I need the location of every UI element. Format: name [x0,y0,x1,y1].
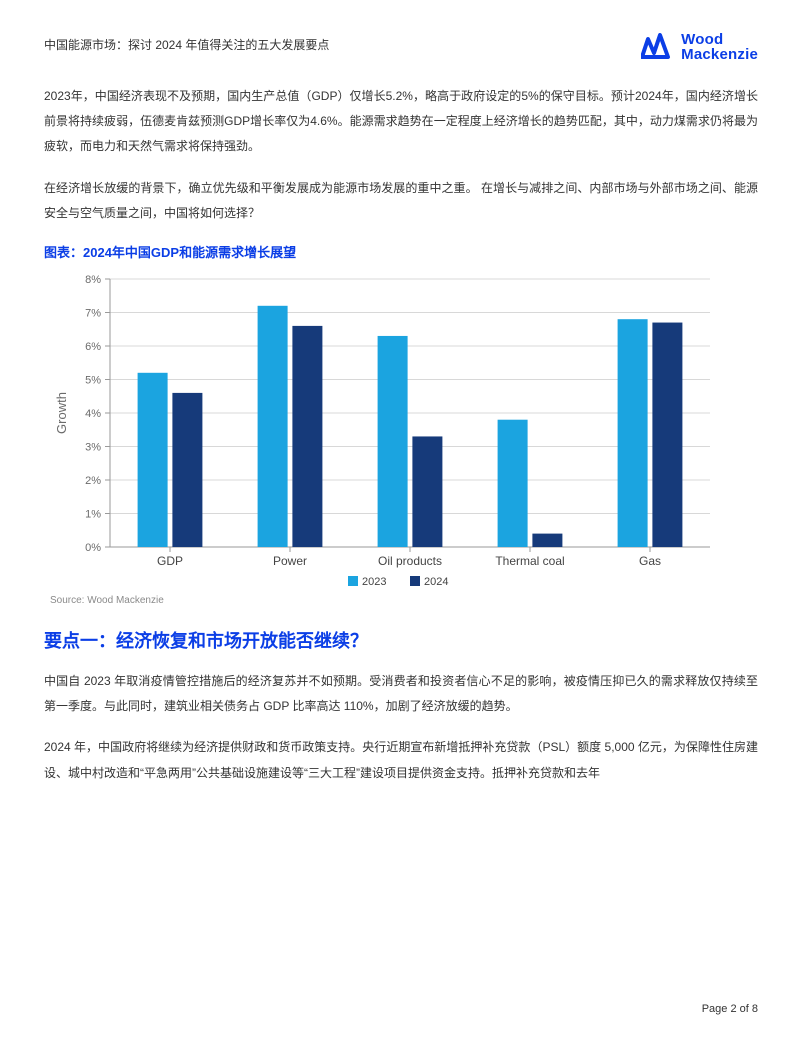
svg-text:2024: 2024 [424,576,448,588]
svg-text:0%: 0% [85,542,101,554]
chart-title: 图表：2024年中国GDP和能源需求增长展望 [44,242,758,261]
svg-text:4%: 4% [85,408,101,420]
logo-text-bottom: Mackenzie [681,47,758,62]
svg-text:Thermal coal: Thermal coal [495,554,564,568]
svg-text:5%: 5% [85,374,101,386]
svg-text:2%: 2% [85,475,101,487]
paragraph-1: 2023年，中国经济表现不及预期，国内生产总值（GDP）仅增长5.2%，略高于政… [44,84,758,160]
chart-title-text: 2024年中国GDP和能源需求增长展望 [83,245,296,260]
paragraph-4: 2024 年，中国政府将继续为经济提供财政和货币政策支持。央行近期宣布新增抵押补… [44,735,758,785]
svg-text:Gas: Gas [639,554,661,568]
document-title: 中国能源市场：探讨 2024 年值得关注的五大发展要点 [44,32,329,53]
paragraph-3: 中国自 2023 年取消疫情管控措施后的经济复苏并不如预期。受消费者和投资者信心… [44,669,758,719]
chart-title-label: 图表： [44,245,83,260]
logo-text-top: Wood [681,32,758,47]
svg-text:Oil products: Oil products [378,554,442,568]
paragraph-2: 在经济增长放缓的背景下，确立优先级和平衡发展成为能源市场发展的重中之重。 在增长… [44,176,758,226]
section-heading-1: 要点一：经济恢复和市场开放能否继续？ [44,627,758,653]
svg-text:2023: 2023 [362,576,386,588]
chart-svg: 0% 1% 2% 3% 4% 5% 6% 7% 8% Growth GDP Power Oil prod… [44,269,724,609]
brand-logo: Wood Mackenzie [641,32,758,62]
svg-text:6%: 6% [85,341,101,353]
svg-text:Source: Wood Mackenzie: Source: Wood Mackenzie [50,595,164,606]
logo-text: Wood Mackenzie [681,32,758,62]
logo-mark-icon [641,33,675,61]
svg-text:8%: 8% [85,274,101,286]
svg-text:1%: 1% [85,508,101,520]
svg-text:3%: 3% [85,441,101,453]
page-container: 中国能源市场：探讨 2024 年值得关注的五大发展要点 Wood Mackenz… [0,0,802,1037]
page-footer: Page 2 of 8 [702,1003,758,1015]
header-row: 中国能源市场：探讨 2024 年值得关注的五大发展要点 Wood Mackenz… [44,32,758,62]
growth-bar-chart: 0% 1% 2% 3% 4% 5% 6% 7% 8% Growth GDP Power Oil prod… [44,269,724,609]
svg-text:Growth: Growth [54,392,69,434]
svg-text:Power: Power [273,554,307,568]
svg-text:7%: 7% [85,307,101,319]
svg-text:GDP: GDP [157,554,183,568]
